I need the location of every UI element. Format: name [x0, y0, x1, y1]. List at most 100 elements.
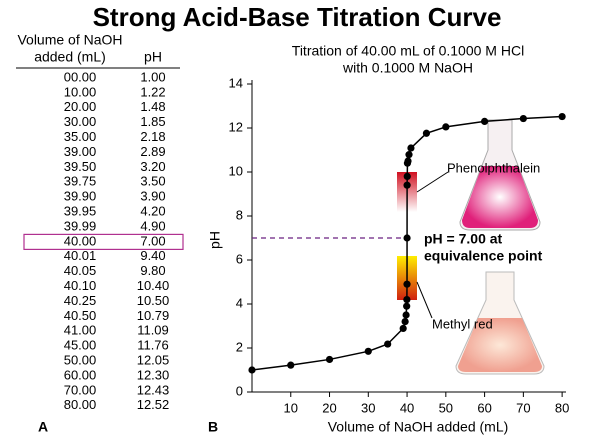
table-cell: 1.48	[140, 99, 165, 114]
table-cell: 70.00	[64, 382, 97, 397]
chart-title: with 0.1000 M NaOH	[342, 60, 473, 76]
table-cell: 40.05	[64, 263, 97, 278]
data-point	[519, 114, 527, 123]
table-cell: 60.00	[64, 367, 97, 382]
y-tick-label: 0	[236, 383, 243, 398]
x-tick-label: 80	[555, 400, 569, 415]
chart-title: Titration of 40.00 mL of 0.1000 M HCl	[292, 43, 524, 59]
data-point	[401, 318, 409, 326]
data-point	[403, 181, 411, 189]
y-tick-label: 12	[229, 119, 243, 134]
table-cell: 1.85	[140, 114, 165, 129]
y-tick-label: 8	[236, 207, 243, 222]
table-cell: 45.00	[64, 338, 97, 353]
table-cell: 00.00	[64, 69, 97, 84]
data-point	[442, 123, 450, 131]
table-cell: 39.00	[64, 144, 97, 159]
table-cell: 40.10	[64, 278, 97, 293]
table-cell: 3.50	[140, 174, 165, 189]
table-cell: 2.18	[140, 129, 165, 144]
y-tick-label: 4	[236, 295, 243, 310]
panel-label: A	[38, 419, 48, 435]
table-header: Volume of NaOH	[17, 32, 122, 48]
table-cell: 10.00	[64, 84, 97, 99]
data-point	[405, 151, 413, 159]
x-tick-label: 20	[322, 400, 336, 415]
row-highlight	[23, 233, 184, 250]
table-cell: 10.50	[137, 293, 170, 308]
table-cell: 1.22	[140, 84, 165, 99]
data-point	[403, 280, 411, 288]
data-point	[402, 311, 410, 319]
x-tick-label: 50	[439, 400, 453, 415]
table-cell: 12.43	[137, 382, 170, 397]
annotation: pH = 7.00 at	[424, 231, 503, 247]
annotation: equivalence point	[424, 248, 543, 264]
table-cell: 12.30	[137, 367, 170, 382]
table-cell: 10.79	[137, 308, 170, 323]
table-cell: 39.50	[64, 159, 97, 174]
table-cell: 12.05	[137, 353, 170, 368]
table-cell: 50.00	[64, 353, 97, 368]
x-tick-label: 30	[361, 400, 375, 415]
table-cell: 1.00	[140, 69, 165, 84]
x-tick-label: 60	[477, 400, 491, 415]
annotation-leader	[416, 281, 433, 319]
y-tick-label: 10	[229, 163, 243, 178]
table-cell: 39.75	[64, 174, 97, 189]
table-cell: 20.00	[64, 99, 97, 114]
data-point	[399, 324, 407, 333]
table-header: pH	[144, 49, 162, 65]
table-cell: 40.25	[64, 293, 97, 308]
flask-pink	[459, 119, 541, 231]
y-tick-label: 6	[236, 251, 243, 266]
data-point	[403, 234, 411, 242]
table-header: added (mL)	[34, 49, 106, 65]
x-tick-label: 10	[284, 400, 298, 415]
table-cell: 40.00	[64, 233, 97, 248]
y-tick-label: 2	[236, 339, 243, 354]
table-cell: 80.00	[64, 397, 97, 412]
data-point	[480, 117, 489, 125]
x-tick-label: 40	[400, 400, 414, 415]
table-cell: 11.76	[137, 338, 169, 353]
panel-label: B	[208, 419, 218, 435]
data-point	[404, 157, 412, 165]
table-cell: 10.40	[137, 278, 170, 293]
table-cell: 4.90	[140, 218, 165, 233]
table-cell: 39.95	[64, 204, 97, 219]
data-point	[403, 302, 411, 310]
data-point	[364, 347, 372, 355]
data-point	[403, 296, 411, 304]
x-tick-label: 70	[516, 400, 530, 415]
table-cell: 40.50	[64, 308, 97, 323]
y-axis-label: pH	[207, 231, 223, 249]
table-cell: 9.40	[140, 248, 165, 263]
data-point	[403, 172, 411, 180]
table-cell: 4.20	[140, 204, 165, 219]
annotation: Methyl red	[432, 316, 493, 331]
flask-orange	[455, 271, 545, 375]
table-cell: 3.20	[140, 159, 165, 174]
table-cell: 39.99	[64, 218, 97, 233]
annotation: Phenolphthalein	[447, 160, 540, 175]
data-point	[325, 355, 334, 364]
data-point	[558, 112, 566, 121]
table-cell: 35.00	[64, 129, 97, 144]
data-point	[287, 361, 295, 369]
data-point	[422, 129, 431, 137]
page-title: Strong Acid-Base Titration Curve	[93, 2, 502, 32]
table-cell: 9.80	[140, 263, 165, 278]
annotation-leader	[416, 171, 449, 193]
y-tick-label: 14	[229, 75, 243, 90]
data-point	[384, 340, 392, 348]
table-cell: 3.90	[140, 189, 165, 204]
x-axis-label: Volume of NaOH added (mL)	[328, 419, 509, 435]
table-cell: 41.00	[64, 323, 97, 338]
table-cell: 12.52	[137, 397, 170, 412]
table-cell: 40.01	[64, 248, 97, 263]
table-cell: 11.09	[137, 323, 169, 338]
data-point	[248, 366, 256, 374]
table-cell: 30.00	[64, 114, 97, 129]
